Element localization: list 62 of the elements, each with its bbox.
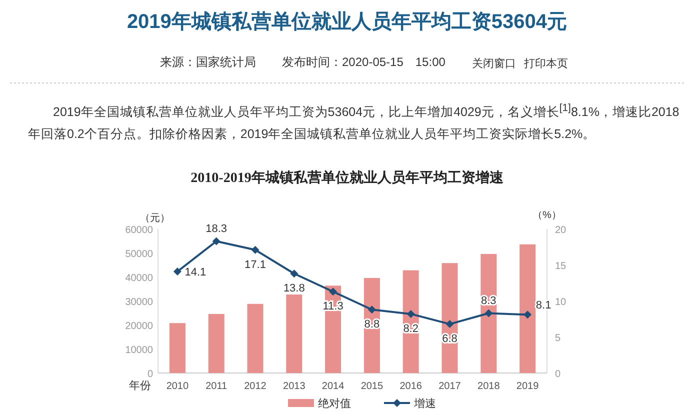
point — [484, 309, 493, 318]
data-label: 8.8 — [364, 318, 380, 331]
x-tick-label: 2015 — [360, 381, 384, 392]
bar — [520, 244, 536, 373]
bar — [402, 270, 419, 373]
data-label: 8.2 — [403, 322, 418, 335]
bar — [364, 278, 380, 373]
chart-title: 2010-2019年城镇私营单位就业人员年平均工资增速 — [190, 170, 504, 186]
point — [368, 306, 376, 314]
bar — [286, 294, 302, 373]
y2-tick-label: 10 — [555, 297, 567, 308]
x-axis-title: 年份 — [129, 380, 151, 392]
bar — [247, 304, 264, 373]
y-tick-label: 30000 — [125, 297, 154, 308]
data-label: 6.8 — [442, 333, 458, 346]
point — [446, 320, 454, 328]
y-tick-label: 50000 — [125, 249, 154, 260]
data-label: 17.1 — [244, 258, 266, 271]
x-tick-label: 2010 — [166, 381, 190, 392]
y-tick-label: 60000 — [125, 225, 154, 236]
text: 打印本页 — [524, 57, 568, 71]
bar — [480, 254, 497, 373]
y-tick-label: 20000 — [125, 321, 154, 332]
bar — [169, 323, 186, 373]
y-tick-label: 0 — [147, 369, 154, 380]
y2-tick-label: 15 — [555, 261, 567, 272]
point — [251, 246, 260, 254]
legend-label: 增速 — [413, 397, 436, 410]
bar — [442, 263, 458, 373]
point — [212, 237, 220, 246]
point — [329, 288, 338, 296]
x-tick-label: 2012 — [244, 381, 267, 392]
data-label: 8.3 — [481, 295, 496, 308]
x-tick-label: 2018 — [478, 381, 500, 392]
point — [173, 267, 182, 276]
x-tick-label: 2019 — [516, 381, 540, 392]
point — [290, 270, 298, 278]
y2-tick-label: 5 — [555, 333, 561, 344]
y2-tick-label: 0 — [555, 369, 561, 380]
point — [524, 310, 532, 319]
y-axis-title: （元） — [140, 213, 170, 224]
text: 发布时间：2020-05-15 15:00 — [282, 54, 446, 71]
text: 2019年城镇私营单位就业人员年平均工资53604元 — [126, 10, 568, 35]
x-tick-label: 2014 — [322, 381, 345, 392]
chart-subtitle: 2019年全国城镇私营单位就业人员年平均工资为53604元，比上年增加4029元，名义增长$^{[1]}$8.1%，增速比2018年回落0.2个百分点。扣除价格因素，2019年全国城镇私营单位就业人员年平均工资实际增长5.2%。 — [28, 102, 680, 144]
y2-tick-label: 20 — [555, 225, 567, 236]
point — [406, 310, 415, 318]
legend-label: 绝对值 — [318, 397, 351, 410]
data-label: 8.1 — [536, 300, 552, 312]
x-tick-label: 2013 — [283, 381, 306, 392]
y-tick-label: 10000 — [125, 345, 154, 356]
y-tick-label: 40000 — [125, 273, 154, 284]
data-label: 13.8 — [283, 282, 305, 295]
x-tick-label: 2011 — [206, 381, 228, 392]
source-note: 来源：国家统计局 — [160, 54, 256, 71]
text: 关闭窗口 — [472, 56, 516, 71]
bar — [208, 314, 224, 373]
y2-axis-title: （%） — [532, 210, 562, 221]
data-label: 14.1 — [184, 266, 206, 278]
x-tick-label: 2016 — [400, 381, 422, 392]
data-label: 18.3 — [206, 223, 228, 236]
x-tick-label: 2017 — [438, 381, 462, 392]
